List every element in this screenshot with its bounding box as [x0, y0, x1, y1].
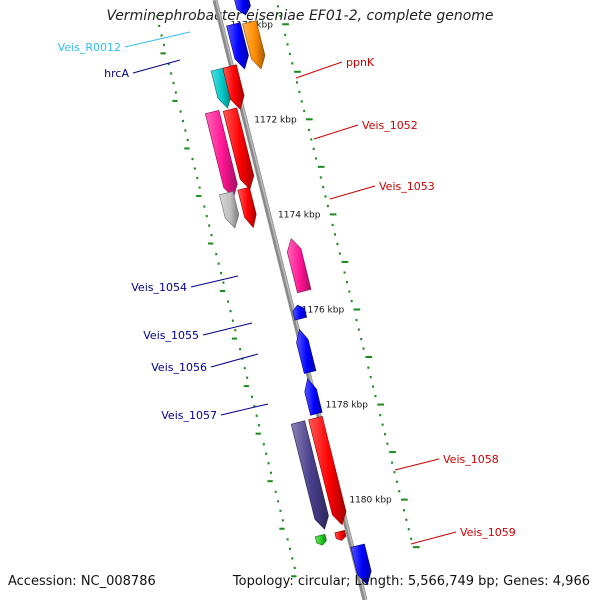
gene-veis-1058 [290, 420, 329, 530]
gene-label-line [210, 353, 259, 368]
gene-label-line [202, 322, 253, 336]
gene-label-line [220, 403, 269, 416]
map-title: Verminephrobacter eiseniae EF01-2, compl… [106, 8, 494, 24]
gene-veis-1057 [304, 378, 323, 416]
gene-label: Veis_1059 [460, 526, 516, 539]
scale-label: 1180 kbp [349, 496, 392, 506]
gene-label-line [410, 531, 457, 545]
scale-label: 1174 kbp [278, 210, 321, 220]
gene-red-gene [222, 107, 255, 190]
gene-red-gene [222, 64, 245, 110]
gene-blue-gene [234, 0, 251, 16]
accession-text: Accession: NC_008786 [8, 574, 156, 589]
gene-label: Veis_1057 [161, 409, 217, 422]
gene-label: Veis_1058 [443, 453, 499, 466]
scale-label: 1176 kbp [302, 305, 345, 315]
gene-label: Veis_1054 [131, 281, 187, 294]
gene-label: Veis_1055 [143, 329, 199, 342]
gene-label-line [124, 31, 191, 48]
gene-label: hrcA [104, 67, 129, 80]
gene-label-line [295, 61, 343, 79]
gene-label-line [394, 458, 440, 471]
gene-veis-1055 [292, 304, 308, 321]
gene-label-line [313, 124, 359, 140]
gene-veis-1053 [219, 191, 240, 229]
gene-veis-1056 [296, 328, 317, 374]
gene-veis-1054 [286, 238, 312, 294]
gene-veis-r0012 [242, 20, 266, 70]
gene-blue-gene [350, 543, 372, 586]
gene-label: Veis_1052 [362, 119, 418, 132]
gene-veis-1059 [314, 533, 327, 546]
scale-label: 1172 kbp [254, 115, 297, 125]
scale-label: 1178 kbp [326, 401, 369, 411]
gene-label: Veis_1053 [379, 180, 435, 193]
gene-label: ppnK [346, 56, 375, 69]
gene-label: Veis_R0012 [58, 41, 121, 54]
topology-text: Topology: circular; Length: 5,566,749 bp… [232, 574, 590, 589]
gene-label-line [190, 275, 239, 288]
gene-red-gene [237, 186, 257, 229]
gene-label-line [132, 59, 181, 74]
gene-veis-1052 [204, 110, 238, 198]
gene-label-line [329, 185, 376, 200]
gene-label: Veis_1056 [151, 361, 207, 374]
gene-hrca [226, 22, 249, 70]
gene-red-gene [334, 530, 347, 541]
gene-red-gene [308, 416, 347, 526]
